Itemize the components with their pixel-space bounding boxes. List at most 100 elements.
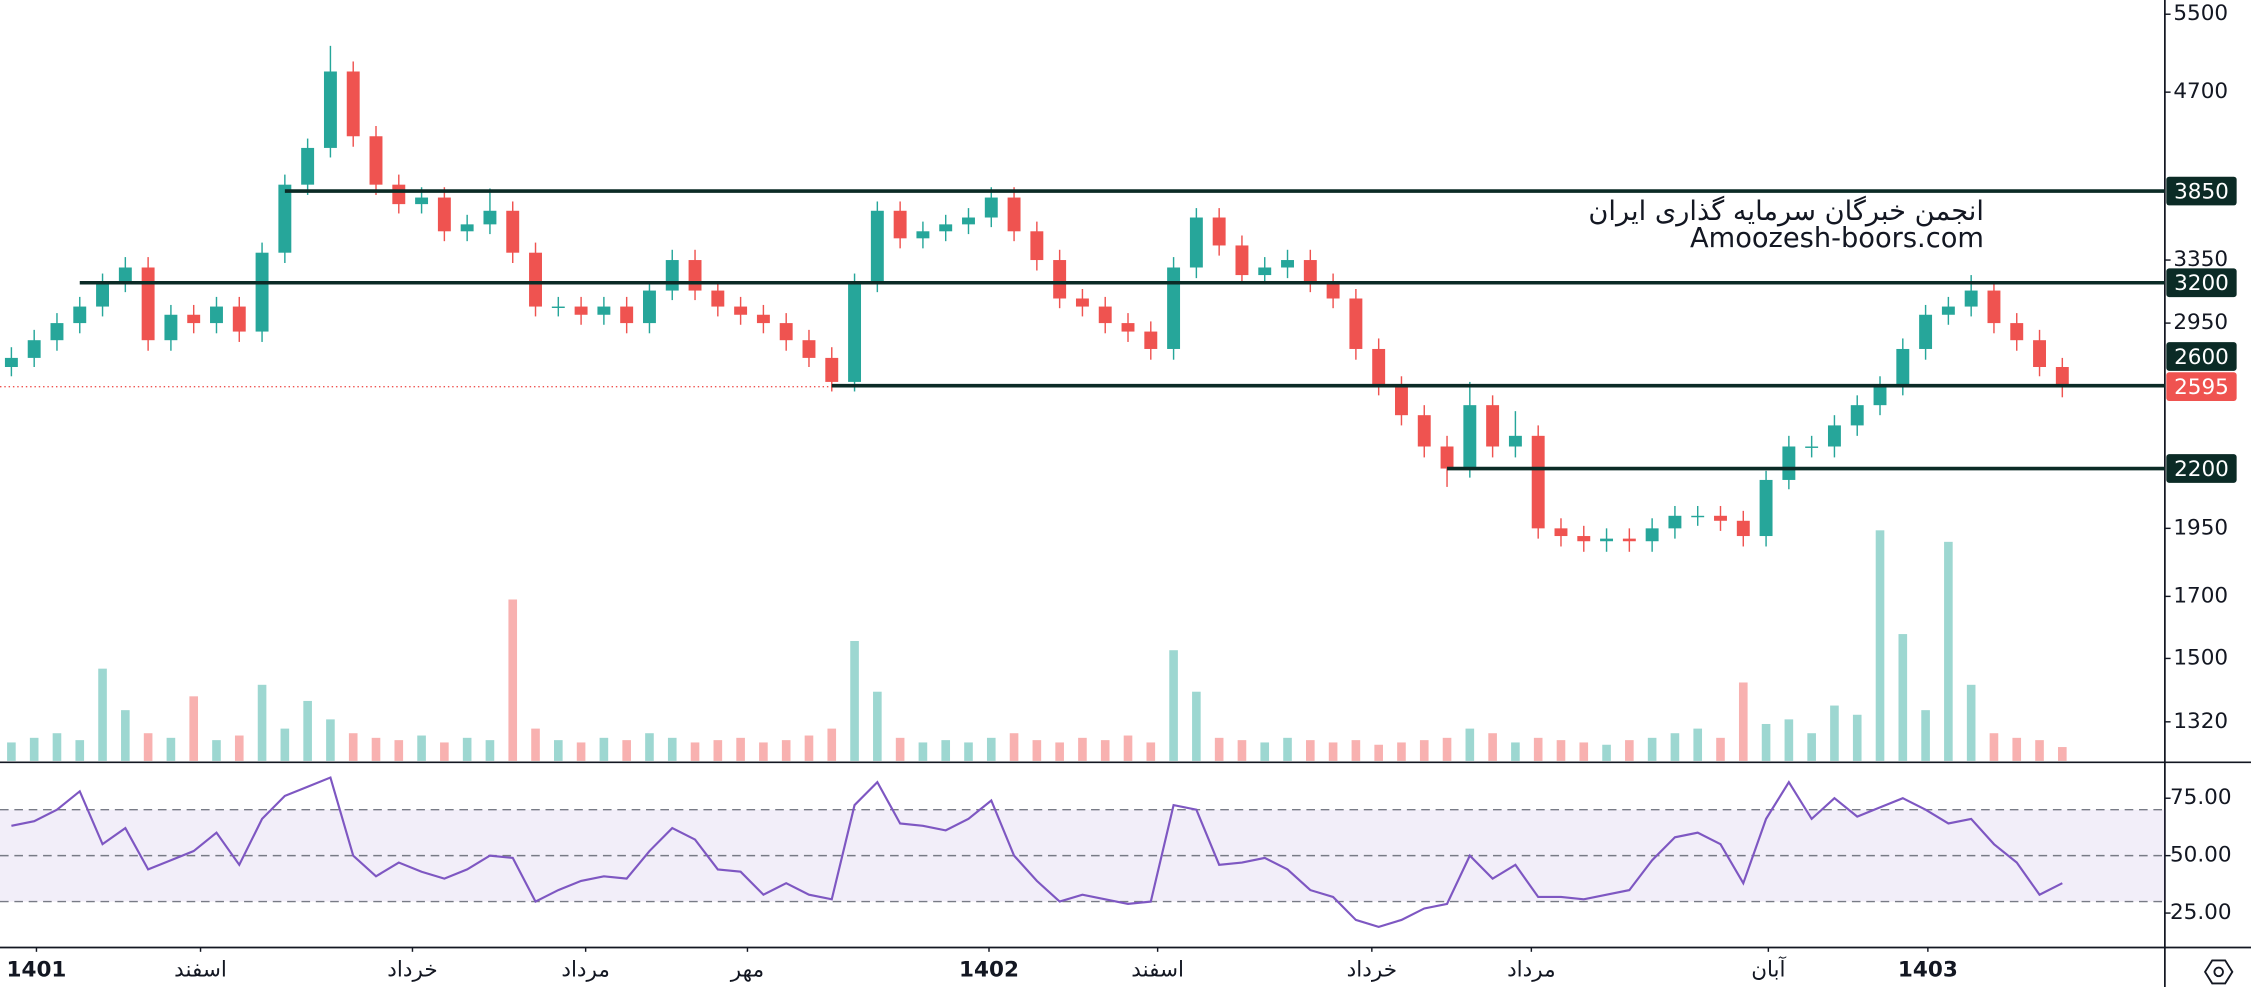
candle-body	[278, 184, 292, 253]
candle-body	[665, 260, 679, 291]
volume-bar	[1078, 737, 1087, 761]
candle-body	[802, 340, 816, 358]
candle-body	[437, 197, 451, 232]
candle-body	[1303, 260, 1317, 283]
volume-bar	[1533, 737, 1543, 761]
candle-body	[1121, 323, 1135, 332]
candle-body	[164, 314, 178, 341]
volume-bar	[1738, 682, 1748, 761]
candle-body	[756, 314, 770, 324]
candle-body	[301, 147, 315, 185]
candle-body	[620, 306, 634, 324]
candle-body	[1736, 520, 1750, 537]
settings-icon-center	[2213, 966, 2224, 978]
volume-bar	[485, 740, 495, 761]
candle-body	[483, 210, 497, 225]
x-tick-label: خرداد	[387, 957, 437, 982]
x-tick-label: مرداد	[1507, 957, 1556, 982]
candle-body	[1098, 306, 1112, 324]
candle-body	[962, 217, 975, 225]
candle-body	[323, 71, 337, 148]
volume-bar	[1009, 733, 1019, 761]
candle-body	[1805, 446, 1819, 448]
volume-bar	[98, 668, 107, 761]
volume-bar	[1100, 740, 1110, 761]
volume-bar	[1374, 744, 1383, 761]
candle-body	[893, 210, 907, 239]
candle-body	[1235, 245, 1249, 276]
volume-bar	[1625, 740, 1634, 761]
volume-bar	[1944, 541, 1953, 761]
candle-body	[96, 282, 110, 307]
candle-body	[1531, 435, 1545, 529]
volume-bar	[7, 742, 16, 761]
candle-body	[1896, 348, 1910, 386]
candle-body	[1189, 217, 1203, 268]
candle-body	[1508, 435, 1522, 447]
volume-bar	[143, 733, 153, 761]
y-tick-label: 1700	[2173, 583, 2228, 608]
y-tick-label: 5500	[2173, 1, 2228, 26]
settings-icon[interactable]	[2203, 959, 2234, 985]
candle-body	[1349, 298, 1363, 349]
volume-bar	[212, 740, 221, 761]
volume-bar	[121, 710, 130, 761]
volume-bar	[941, 740, 951, 761]
level-label: 3200	[2174, 271, 2229, 296]
candle-body	[1167, 267, 1181, 349]
volume-bar	[1921, 710, 1930, 761]
volume-bar	[667, 737, 677, 761]
volume-bar	[1328, 742, 1338, 761]
candle-body	[1075, 298, 1089, 307]
candle-body	[916, 231, 930, 239]
candle-body	[848, 282, 862, 382]
candle-body	[711, 290, 725, 307]
volume-bar	[531, 728, 540, 761]
volume-bar	[781, 740, 791, 761]
candle-body	[1463, 405, 1477, 469]
volume-bar	[804, 735, 814, 761]
candle-body	[529, 252, 542, 307]
volume-bar	[2035, 740, 2044, 761]
candle-body	[1759, 479, 1773, 537]
level-label-box	[2166, 176, 2237, 206]
candle-body	[642, 290, 656, 324]
candle-body	[1144, 331, 1158, 349]
volume-bar	[1761, 723, 1771, 761]
candle-body	[1053, 260, 1067, 299]
volume-bar	[1693, 728, 1703, 761]
candle-body	[1645, 528, 1659, 542]
volume-bar	[1192, 691, 1201, 761]
volume-bar	[599, 737, 609, 761]
volume-bar	[1146, 742, 1156, 761]
candle-body	[688, 260, 702, 291]
x-tick-label: 1402	[959, 957, 1019, 982]
volume-bar	[1351, 740, 1361, 761]
volume-bar	[1716, 737, 1725, 761]
volume-bar	[1602, 744, 1611, 761]
candle-body	[779, 323, 793, 341]
candle-body	[1622, 538, 1636, 542]
candle-body	[1281, 260, 1294, 268]
y-tick-label: 1950	[2173, 515, 2228, 540]
candle-body	[574, 306, 588, 315]
candle-body	[1007, 197, 1021, 232]
last-price-box	[2166, 372, 2237, 402]
volume-bar	[1419, 740, 1429, 761]
watermark-site: Amoozesh-boors.com	[1690, 223, 1984, 254]
volume-bar	[759, 742, 768, 761]
candle-body	[984, 197, 998, 218]
volume-bar	[189, 696, 199, 761]
rsi-tick-label: 50.00	[2170, 843, 2232, 868]
x-tick-label: مهر	[730, 957, 764, 982]
candle-body	[1919, 314, 1933, 349]
volume-bar	[75, 740, 85, 761]
level-label: 3850	[2174, 180, 2229, 205]
volume-bar	[1237, 740, 1247, 761]
x-tick-label: اسفند	[1131, 957, 1184, 982]
level-label: 2200	[2174, 457, 2229, 482]
candle-body	[1326, 282, 1340, 299]
volume-bar	[1579, 742, 1589, 761]
candle-body	[1691, 515, 1705, 518]
